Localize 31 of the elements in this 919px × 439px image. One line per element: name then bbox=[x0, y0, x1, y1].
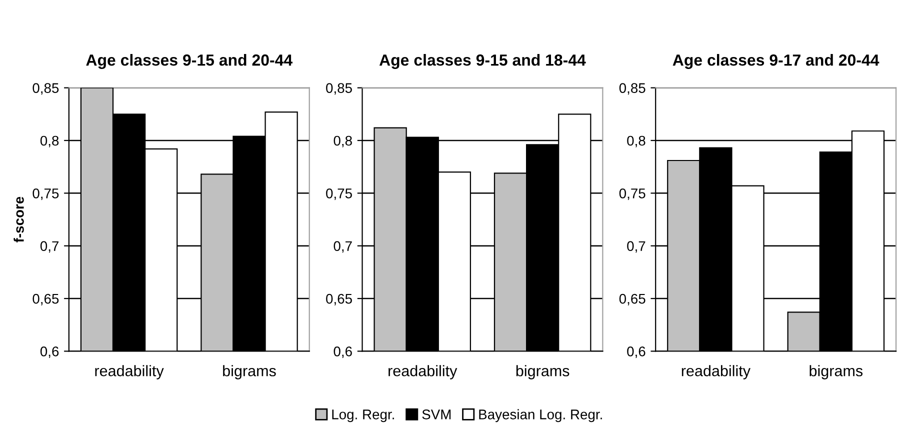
y-tick-label: 0,6 bbox=[334, 346, 352, 358]
y-tick-label: 0,75 bbox=[32, 188, 59, 200]
y-tick-label: 0,75 bbox=[326, 188, 352, 200]
x-tick-label: bigrams bbox=[516, 365, 570, 380]
y-tick-label: 0,7 bbox=[334, 241, 352, 253]
chart-title: Age classes 9-17 and 20-44 bbox=[672, 54, 880, 69]
x-tick-label: readability bbox=[682, 365, 750, 380]
y-tick-label: 0,85 bbox=[32, 83, 59, 95]
y-tick-label: 0,65 bbox=[32, 294, 59, 306]
x-tick-label: bigrams bbox=[223, 365, 276, 380]
chart-title: Age classes 9-15 and 20-44 bbox=[86, 54, 293, 69]
y-tick-label: 0,6 bbox=[627, 346, 646, 358]
legend-label: SVM bbox=[422, 410, 451, 420]
y-tick-label: 0,7 bbox=[40, 241, 59, 253]
x-tick-label: readability bbox=[95, 365, 164, 380]
x-tick-label: bigrams bbox=[810, 365, 863, 380]
y-tick-label: 0,65 bbox=[619, 294, 646, 306]
y-tick-label: 0,8 bbox=[334, 136, 352, 148]
y-tick-label: 0,8 bbox=[40, 136, 59, 148]
y-tick-label: 0,65 bbox=[326, 294, 352, 306]
y-tick-label: 0,85 bbox=[326, 83, 352, 95]
x-tick-label: readability bbox=[388, 365, 458, 380]
y-axis-title: f-score bbox=[14, 196, 24, 242]
y-tick-label: 0,8 bbox=[627, 136, 646, 148]
chart-title: Age classes 9-15 and 18-44 bbox=[379, 54, 586, 69]
y-tick-label: 0,85 bbox=[619, 83, 646, 95]
y-tick-label: 0,7 bbox=[627, 241, 646, 253]
y-tick-label: 0,6 bbox=[40, 346, 59, 358]
legend-label: Bayesian Log. Regr. bbox=[479, 409, 602, 422]
legend-label: Log. Regr. bbox=[332, 410, 394, 422]
y-tick-label: 0,75 bbox=[619, 188, 646, 200]
